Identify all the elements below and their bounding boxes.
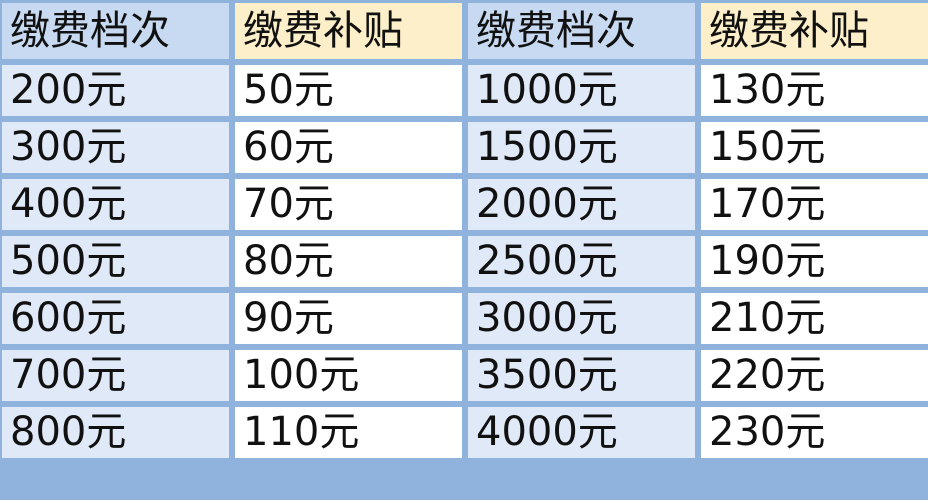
subsidy-cell: 190元 — [701, 236, 928, 287]
subsidy-cell: 70元 — [235, 179, 462, 230]
payment-tier-cell: 700元 — [2, 350, 229, 401]
subsidy-cell: 50元 — [235, 65, 462, 116]
header-row: 缴费档次 缴费补贴 缴费档次 缴费补贴 — [2, 3, 928, 59]
table-row: 700元 100元 3500元 220元 — [2, 350, 928, 401]
payment-tier-cell: 600元 — [2, 293, 229, 344]
payment-tier-cell: 200元 — [2, 65, 229, 116]
table-row: 300元 60元 1500元 150元 — [2, 122, 928, 173]
table-row: 400元 70元 2000元 170元 — [2, 179, 928, 230]
subsidy-cell: 170元 — [701, 179, 928, 230]
payment-tier-cell: 3500元 — [468, 350, 695, 401]
table-row: 500元 80元 2500元 190元 — [2, 236, 928, 287]
subsidy-cell: 80元 — [235, 236, 462, 287]
subsidy-cell: 230元 — [701, 407, 928, 458]
payment-tier-cell: 800元 — [2, 407, 229, 458]
subsidy-cell: 100元 — [235, 350, 462, 401]
payment-tier-cell: 2500元 — [468, 236, 695, 287]
payment-tier-cell: 3000元 — [468, 293, 695, 344]
payment-tier-cell: 4000元 — [468, 407, 695, 458]
payment-tier-cell: 1500元 — [468, 122, 695, 173]
table-row: 800元 110元 4000元 230元 — [2, 407, 928, 458]
subsidy-cell: 150元 — [701, 122, 928, 173]
header-cell: 缴费档次 — [2, 3, 229, 59]
subsidy-cell: 130元 — [701, 65, 928, 116]
table-row: 600元 90元 3000元 210元 — [2, 293, 928, 344]
header-cell: 缴费档次 — [468, 3, 695, 59]
subsidy-cell: 90元 — [235, 293, 462, 344]
header-cell: 缴费补贴 — [235, 3, 462, 59]
table-row: 200元 50元 1000元 130元 — [2, 65, 928, 116]
subsidy-cell: 220元 — [701, 350, 928, 401]
subsidy-cell: 60元 — [235, 122, 462, 173]
subsidy-cell: 110元 — [235, 407, 462, 458]
payment-tier-cell: 300元 — [2, 122, 229, 173]
payment-tier-cell: 400元 — [2, 179, 229, 230]
payment-tier-cell: 500元 — [2, 236, 229, 287]
header-cell: 缴费补贴 — [701, 3, 928, 59]
subsidy-table: 缴费档次 缴费补贴 缴费档次 缴费补贴 200元 50元 1000元 130元 300元… — [2, 3, 928, 458]
payment-tier-cell: 1000元 — [468, 65, 695, 116]
payment-tier-cell: 2000元 — [468, 179, 695, 230]
subsidy-cell: 210元 — [701, 293, 928, 344]
